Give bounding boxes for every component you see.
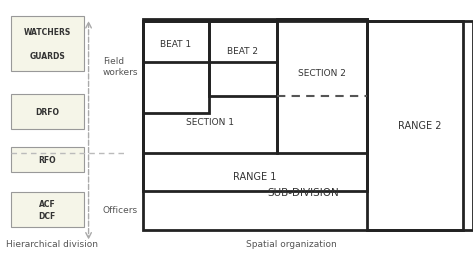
Text: Spatial organization: Spatial organization [246,239,337,248]
Text: ACF
DCF: ACF DCF [39,200,56,220]
Text: SUB-DIVISION: SUB-DIVISION [267,187,339,197]
Text: RANGE 2: RANGE 2 [398,121,441,131]
FancyBboxPatch shape [11,17,84,72]
Text: Field
workers: Field workers [103,57,138,76]
FancyBboxPatch shape [11,192,84,228]
Text: SECTION 1: SECTION 1 [186,117,234,126]
Text: RANGE 1: RANGE 1 [233,171,276,181]
Text: RFO: RFO [38,155,56,164]
Text: BEAT 1: BEAT 1 [160,40,191,49]
Text: WATCHERS

GUARDS: WATCHERS GUARDS [24,28,71,60]
FancyBboxPatch shape [11,94,84,130]
Text: Hierarchical division: Hierarchical division [6,239,98,248]
Text: Officers: Officers [103,205,138,214]
Text: DRFO: DRFO [36,107,59,116]
Text: SECTION 2: SECTION 2 [298,69,346,78]
Text: BEAT 2: BEAT 2 [228,47,258,56]
FancyBboxPatch shape [11,147,84,172]
